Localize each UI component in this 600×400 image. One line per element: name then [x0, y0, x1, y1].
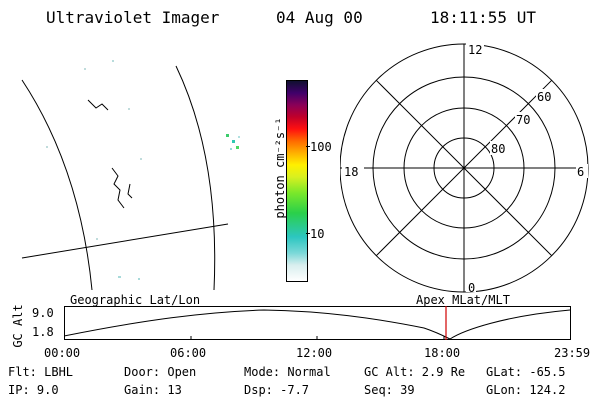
time-label: 18:11:55 UT [430, 8, 536, 27]
timeline-xtick-3: 18:00 [424, 346, 461, 360]
timeline-frame [64, 306, 571, 340]
geographic-image-panel [21, 60, 240, 290]
altitude-curve [64, 309, 571, 340]
mlt-label-12: 12 [468, 43, 482, 57]
mlt-diagonal [375, 79, 553, 257]
timeline-xtick-1: 06:00 [170, 346, 207, 360]
mlt-label-18: 18 [344, 165, 358, 179]
coastline [111, 167, 125, 209]
timeline-ytick-1-8: 1.8 [32, 325, 54, 339]
info-filter: Flt: LBHL [8, 365, 74, 379]
lat-label-60: 60 [537, 90, 551, 104]
map-grid-line [21, 79, 93, 290]
colorbar-label: photon cm⁻²s⁻¹ [273, 117, 287, 219]
timeline-xtick-0: 00:00 [44, 346, 81, 360]
mlt-label-0: 0 [468, 281, 475, 294]
info-mode: Mode: Normal [244, 365, 331, 379]
coastline [87, 99, 109, 111]
colorbar-tick-mark [306, 233, 310, 234]
timeline-right-title: Apex MLat/MLT [416, 293, 510, 307]
info-seq: Seq: 39 [364, 383, 415, 397]
polar-plot: 12 18 6 0 60 70 80 [340, 42, 589, 294]
app-title: Ultraviolet Imager [46, 8, 220, 27]
date-label: 04 Aug 00 [276, 8, 363, 27]
colorbar-tick-10: 10 [310, 227, 325, 241]
lat-label-80: 80 [491, 142, 505, 156]
timeline-ytick-9: 9.0 [32, 306, 54, 320]
info-door: Door: Open [124, 365, 197, 379]
timeline-xtick-4: 23:59 [554, 346, 591, 360]
lat-label-70: 70 [516, 113, 530, 127]
colorbar-tick-100: 100 [310, 140, 332, 154]
info-gc-alt: GC Alt: 2.9 Re [364, 365, 466, 379]
timeline-left-title: Geographic Lat/Lon [70, 293, 201, 307]
info-gain: Gain: 13 [124, 383, 182, 397]
map-grid-line [21, 223, 229, 259]
colorbar [286, 80, 308, 282]
timeline-xtick-2: 12:00 [296, 346, 333, 360]
map-grid-line [175, 65, 216, 290]
info-ip: IP: 9.0 [8, 383, 59, 397]
info-glat: GLat: -65.5 [486, 365, 566, 379]
mlt-label-6: 6 [577, 165, 584, 179]
info-glon: GLon: 124.2 [486, 383, 566, 397]
timeline-ylabel: GC Alt [11, 304, 25, 348]
info-dsp: Dsp: -7.7 [244, 383, 310, 397]
emission-specks [46, 60, 240, 280]
coastline [127, 183, 133, 199]
colorbar-tick-mark [306, 146, 310, 147]
timeline-plot [64, 306, 571, 340]
